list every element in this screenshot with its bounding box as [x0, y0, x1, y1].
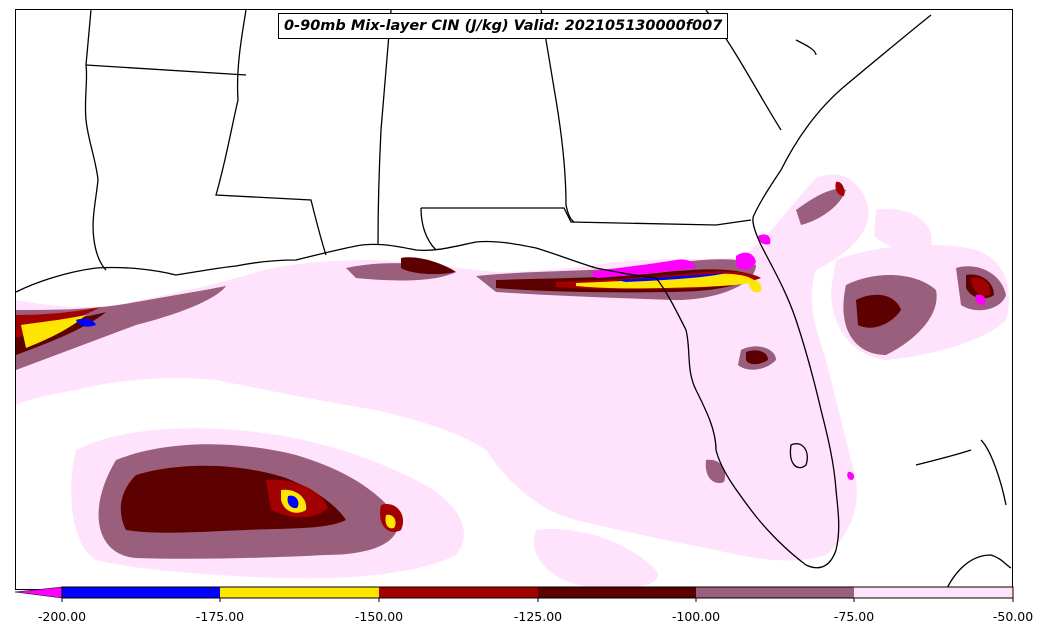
colorbar-bin-3	[379, 587, 538, 598]
colorbar-bin-2	[220, 587, 379, 598]
colorbar-tick-label-3: -150.00	[354, 609, 404, 624]
state-border-al-fl	[421, 207, 752, 226]
gulf-coastline	[16, 14, 932, 569]
colorbar-tick-label-5: -100.00	[671, 609, 721, 624]
colorbar-tick-label-1: -200.00	[37, 609, 87, 624]
colorbar-bin-4	[538, 587, 696, 598]
state-border-la-ms	[84, 10, 107, 271]
colorbar-extend-triangle	[14, 586, 63, 599]
cin-blue-fields	[76, 273, 726, 509]
map-frame	[15, 9, 1013, 590]
colorbar-tick-label-2: -175.00	[195, 609, 245, 624]
state-border-ms-west	[215, 10, 327, 256]
cuba-north-coast	[945, 554, 1012, 589]
state-border-ms-al	[377, 10, 392, 246]
state-border-ga-fl	[420, 207, 437, 251]
map-title: 0-90mb Mix-layer CIN (J/kg) Valid: 20210…	[278, 13, 729, 39]
chesapeake-area	[795, 39, 817, 56]
colorbar-tick-label-4: -125.00	[513, 609, 563, 624]
cin-magenta-fields	[591, 234, 986, 480]
bahamas-andros	[915, 449, 972, 466]
colorbar	[14, 586, 1014, 602]
colorbar-bin-5	[696, 587, 854, 598]
colorbar-tick-label-6: -75.00	[833, 609, 875, 624]
cin-map	[16, 10, 1012, 589]
state-border-al-ga	[540, 10, 575, 223]
colorbar-bin-6	[854, 587, 1013, 598]
colorbar-bin-1	[62, 587, 220, 598]
colorbar-tick-label-7: -50.00	[992, 609, 1034, 624]
coast-and-borders	[16, 10, 1012, 589]
state-border-ar-la	[85, 64, 247, 76]
lake-okeechobee	[789, 443, 808, 469]
bahamas-east	[980, 439, 1007, 506]
